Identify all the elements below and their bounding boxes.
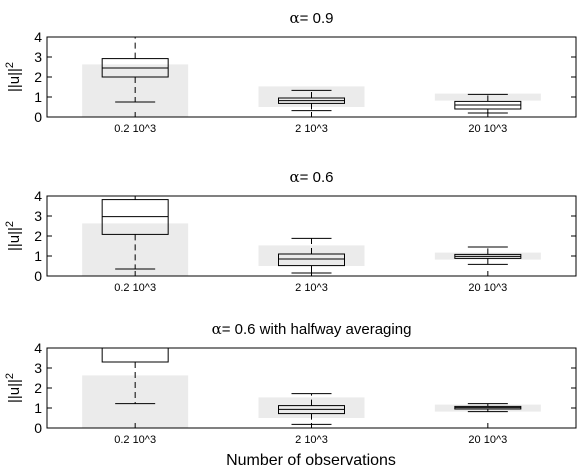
y-axis-label-superscript: 2 xyxy=(4,62,16,68)
y-tick-label: 2 xyxy=(34,228,42,244)
y-tick-label: 3 xyxy=(34,208,42,224)
x-tick-label: 20 10^3 xyxy=(468,434,507,446)
panel-title-symbol: α xyxy=(212,320,222,338)
panel-title: α= 0.9 xyxy=(290,9,334,27)
x-tick-label: 20 10^3 xyxy=(468,282,507,294)
box-2 xyxy=(278,89,345,112)
y-axis-label: ||u||2 xyxy=(4,373,23,403)
x-axis-label: Number of observations xyxy=(226,452,396,469)
x-tick-label: 2 10^3 xyxy=(295,123,328,135)
panel-title-text: = 0.6 xyxy=(300,169,334,186)
y-tick-label: 4 xyxy=(34,29,42,45)
y-tick-label: 3 xyxy=(34,360,42,376)
reference-band xyxy=(258,397,365,418)
y-axis-label-text: ||u|| xyxy=(6,379,23,403)
y-axis-label-superscript: 2 xyxy=(4,221,16,227)
panel-title: α= 0.6 with halfway averaging xyxy=(212,320,412,338)
y-tick-label: 3 xyxy=(34,49,42,65)
x-tick-label: 20 10^3 xyxy=(468,123,507,135)
x-tick-label: 0.2 10^3 xyxy=(114,434,156,446)
box-3 xyxy=(454,93,522,114)
panel-title: α= 0.6 xyxy=(290,168,334,186)
y-tick-label: 0 xyxy=(34,420,42,436)
panel-title-text: = 0.9 xyxy=(300,10,334,27)
y-tick-label: 2 xyxy=(34,380,42,396)
reference-band xyxy=(258,245,365,266)
y-axis-label: ||u||2 xyxy=(4,221,23,251)
x-tick-label: 2 10^3 xyxy=(295,434,328,446)
x-tick-label: 0.2 10^3 xyxy=(114,123,156,135)
y-axis-label-text: ||u|| xyxy=(6,227,23,251)
y-tick-label: 1 xyxy=(34,248,42,264)
y-tick-label: 1 xyxy=(34,400,42,416)
y-tick-label: 4 xyxy=(34,188,42,204)
y-axis-label-superscript: 2 xyxy=(4,373,16,379)
y-axis-label-text: ||u|| xyxy=(6,68,23,92)
y-tick-label: 1 xyxy=(34,89,42,105)
box-3 xyxy=(454,403,522,413)
y-axis-label: ||u||2 xyxy=(4,62,23,92)
box-3 xyxy=(454,246,522,265)
panel-title-symbol: α xyxy=(290,168,300,186)
y-tick-label: 2 xyxy=(34,69,42,85)
y-tick-label: 0 xyxy=(34,109,42,125)
panel-title-symbol: α xyxy=(290,9,300,27)
x-tick-label: 2 10^3 xyxy=(295,282,328,294)
panel-3: α= 0.6 with halfway averaging||u||201234… xyxy=(4,320,577,446)
y-tick-label: 4 xyxy=(34,340,42,356)
box-body xyxy=(278,253,345,267)
y-tick-label: 0 xyxy=(34,268,42,284)
panel-title-text: = 0.6 with halfway averaging xyxy=(222,321,412,338)
x-tick-label: 0.2 10^3 xyxy=(114,282,156,294)
